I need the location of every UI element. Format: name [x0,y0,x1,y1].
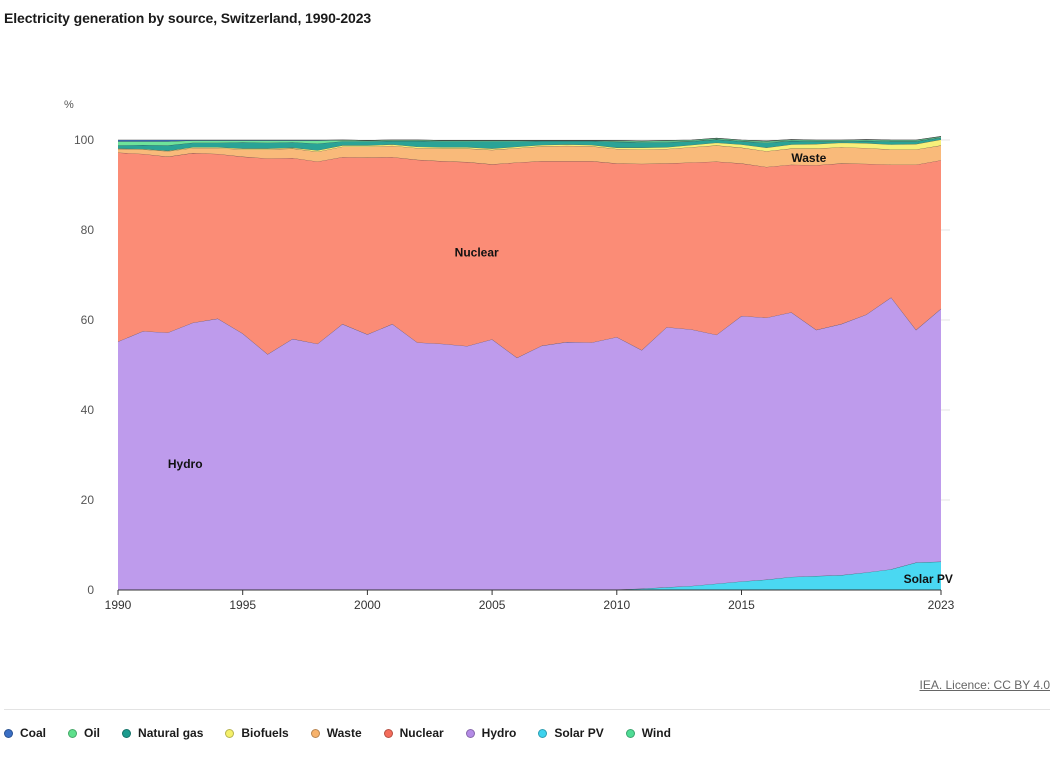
legend-dot-icon [310,728,320,738]
legend-label: Solar PV [554,726,604,740]
legend-dot-icon [383,728,393,738]
legend: Coal Oil Natural gas Biofuels Waste Nuclear Hy… [4,726,671,740]
legend-item-coal[interactable]: Coal [4,726,46,740]
legend-item-waste[interactable]: Waste [310,726,362,740]
legend-label: Nuclear [399,726,444,740]
x-tick-label: 2023 [928,598,955,612]
legend-item-biofuels[interactable]: Biofuels [225,726,289,740]
x-tick-label: 2000 [354,598,381,612]
y-tick-label: 20 [81,493,95,507]
series-annotation: Hydro [168,457,203,471]
legend-dot-icon [225,728,235,738]
chart-title: Electricity generation by source, Switze… [4,10,372,26]
x-tick-label: 2010 [603,598,630,612]
x-tick-label: 2005 [479,598,506,612]
x-tick-label: 2015 [728,598,755,612]
legend-dot-icon [122,728,132,738]
y-tick-label: 100 [74,133,94,147]
legend-label: Oil [84,726,101,740]
legend-item-natural-gas[interactable]: Natural gas [122,726,203,740]
legend-label: Hydro [481,726,517,740]
legend-label: Waste [326,726,362,740]
area-boundary-coal [118,136,942,142]
legend-label: Wind [641,726,671,740]
series-annotation: Waste [791,151,826,165]
series-annotation: Nuclear [455,246,499,260]
y-axis-label: % [64,99,74,111]
legend-dot-icon [625,728,635,738]
legend-label: Coal [20,726,47,740]
credit-link[interactable]: IEA. Licence: CC BY 4.0 [919,678,1050,692]
x-tick-label: 1990 [105,598,132,612]
annotations: Nuclear Hydro Waste Solar PV [168,151,953,586]
area-series[interactable] [117,136,942,591]
stacked-area-chart: 0 20 40 60 80 100% 1990 1995 2000 2005 2010 2015 202… [64,99,955,612]
legend-dot-icon [4,728,13,738]
y-tick-label: 60 [81,313,95,327]
legend-item-nuclear[interactable]: Nuclear [383,726,444,740]
legend-dot-icon [68,728,78,738]
area-wind[interactable] [118,136,941,142]
area-waste[interactable] [118,145,941,167]
area-solar-pv[interactable] [118,561,941,590]
y-tick-label: 40 [81,403,95,417]
legend-dot-icon [538,728,548,738]
series-annotation: Solar PV [904,572,953,586]
area-hydro[interactable] [118,297,941,591]
legend-label: Natural gas [138,726,204,740]
x-tick-label: 1995 [229,598,256,612]
legend-item-hydro[interactable]: Hydro [465,726,517,740]
y-tick-label: 0 [87,583,94,597]
y-tick-label: 80 [81,223,95,237]
legend-label: Biofuels [241,726,289,740]
legend-divider [4,709,1050,710]
legend-item-solar-pv[interactable]: Solar PV [538,726,604,740]
legend-item-oil[interactable]: Oil [68,726,100,740]
legend-dot-icon [465,728,475,738]
area-nuclear[interactable] [118,152,941,358]
axes: 0 20 40 60 80 100% 1990 1995 2000 2005 2010 2015 202… [64,99,955,612]
legend-item-wind[interactable]: Wind [625,726,671,740]
